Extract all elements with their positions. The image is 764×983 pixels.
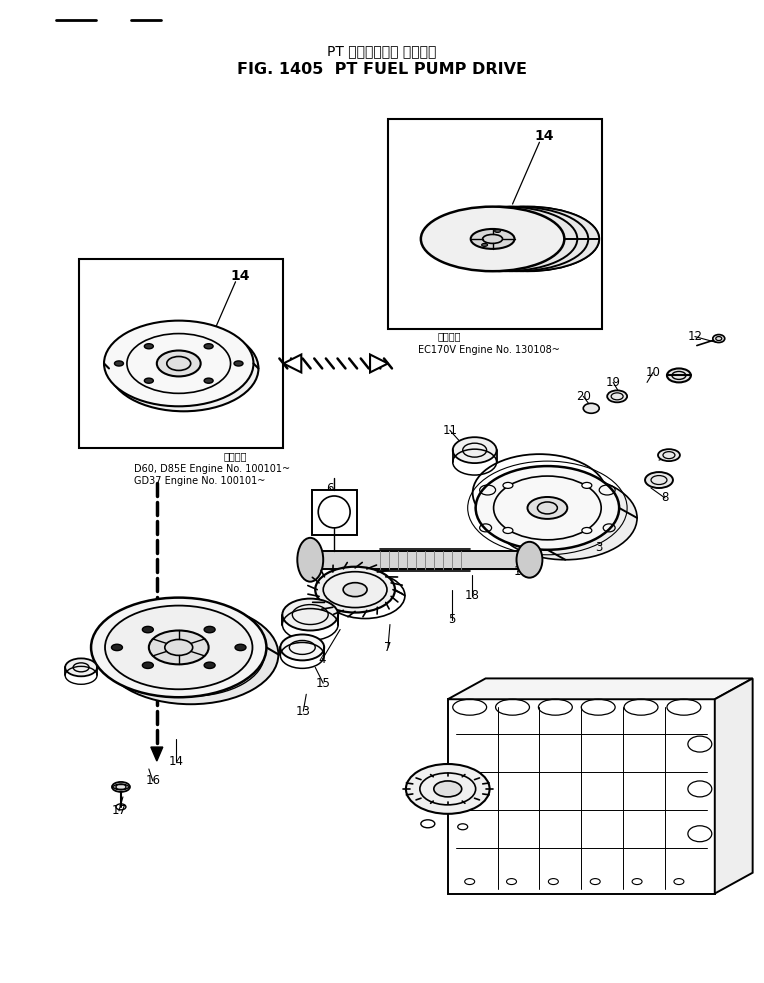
Ellipse shape	[65, 659, 97, 676]
Ellipse shape	[204, 378, 213, 383]
Text: 14: 14	[231, 268, 251, 283]
Polygon shape	[370, 355, 388, 373]
Text: 2: 2	[558, 482, 566, 494]
Text: GD37 Engine No. 100101~: GD37 Engine No. 100101~	[134, 476, 265, 486]
Ellipse shape	[421, 820, 435, 828]
Ellipse shape	[527, 497, 568, 519]
Ellipse shape	[142, 626, 154, 633]
Ellipse shape	[204, 626, 215, 633]
Bar	[312, 490, 357, 535]
Polygon shape	[448, 678, 753, 699]
Text: 7: 7	[384, 641, 392, 654]
Text: EC170V Engine No. 130108~: EC170V Engine No. 130108~	[418, 344, 560, 355]
Text: FIG. 1405  PT FUEL PUMP DRIVE: FIG. 1405 PT FUEL PUMP DRIVE	[237, 62, 527, 77]
Ellipse shape	[452, 214, 559, 263]
Ellipse shape	[456, 206, 599, 271]
Ellipse shape	[297, 538, 323, 582]
Bar	[388, 119, 602, 328]
Ellipse shape	[144, 378, 154, 383]
Text: 8: 8	[662, 492, 668, 504]
Ellipse shape	[112, 644, 122, 651]
Ellipse shape	[456, 206, 599, 271]
Ellipse shape	[434, 781, 461, 797]
Ellipse shape	[607, 390, 627, 402]
Text: 15: 15	[316, 677, 331, 690]
Ellipse shape	[474, 214, 581, 263]
Ellipse shape	[582, 528, 592, 534]
Ellipse shape	[421, 206, 565, 271]
Text: 1: 1	[513, 565, 521, 578]
Polygon shape	[283, 355, 301, 373]
Polygon shape	[715, 678, 753, 894]
Ellipse shape	[503, 483, 513, 489]
Text: 19: 19	[606, 376, 620, 389]
Text: 17: 17	[112, 804, 127, 817]
Ellipse shape	[494, 476, 637, 559]
Ellipse shape	[160, 637, 221, 671]
Ellipse shape	[658, 449, 680, 461]
Ellipse shape	[144, 344, 154, 349]
Ellipse shape	[458, 824, 468, 830]
Ellipse shape	[713, 334, 725, 342]
Text: 14: 14	[535, 130, 554, 144]
Ellipse shape	[503, 528, 513, 534]
Ellipse shape	[316, 567, 395, 612]
Ellipse shape	[115, 361, 124, 366]
Ellipse shape	[149, 630, 209, 665]
Text: 13: 13	[296, 705, 311, 718]
Text: 適用年号: 適用年号	[438, 331, 461, 341]
Text: 11: 11	[442, 424, 457, 436]
Ellipse shape	[667, 369, 691, 382]
Ellipse shape	[204, 663, 215, 668]
Text: 適用年号: 適用年号	[224, 451, 247, 461]
Ellipse shape	[445, 206, 588, 271]
Ellipse shape	[516, 542, 542, 578]
Text: PT フェルポンプ ドライブ: PT フェルポンプ ドライブ	[327, 44, 437, 59]
Ellipse shape	[476, 466, 619, 549]
Ellipse shape	[204, 344, 213, 349]
Text: 16: 16	[145, 775, 160, 787]
Ellipse shape	[234, 361, 243, 366]
Text: 5: 5	[448, 613, 455, 626]
Text: 12: 12	[688, 330, 702, 343]
Text: D60, D85E Engine No. 100101~: D60, D85E Engine No. 100101~	[134, 464, 290, 474]
Ellipse shape	[494, 229, 500, 232]
Ellipse shape	[105, 606, 252, 689]
Polygon shape	[112, 784, 130, 789]
Ellipse shape	[91, 598, 267, 697]
Text: 3: 3	[595, 542, 603, 554]
Bar	[448, 699, 715, 894]
Text: 14: 14	[168, 755, 183, 768]
Ellipse shape	[142, 663, 154, 668]
Text: 18: 18	[465, 589, 479, 603]
Ellipse shape	[343, 583, 367, 597]
Text: 20: 20	[576, 390, 591, 403]
Bar	[79, 259, 283, 448]
Text: 4: 4	[319, 653, 326, 665]
Text: 6: 6	[326, 482, 334, 494]
Ellipse shape	[481, 244, 487, 247]
Ellipse shape	[109, 325, 258, 411]
Ellipse shape	[104, 320, 254, 406]
Ellipse shape	[463, 214, 570, 263]
Ellipse shape	[583, 403, 599, 413]
Polygon shape	[151, 747, 163, 761]
Ellipse shape	[453, 437, 497, 463]
Ellipse shape	[645, 472, 673, 488]
Ellipse shape	[283, 599, 338, 630]
Ellipse shape	[103, 605, 278, 704]
Ellipse shape	[280, 634, 324, 661]
Ellipse shape	[112, 781, 130, 792]
Ellipse shape	[406, 764, 490, 814]
Ellipse shape	[471, 229, 514, 249]
Ellipse shape	[434, 206, 578, 271]
Text: 10: 10	[646, 366, 660, 378]
Ellipse shape	[157, 351, 201, 376]
Text: 9: 9	[667, 449, 675, 463]
Ellipse shape	[582, 483, 592, 489]
Ellipse shape	[235, 644, 246, 651]
